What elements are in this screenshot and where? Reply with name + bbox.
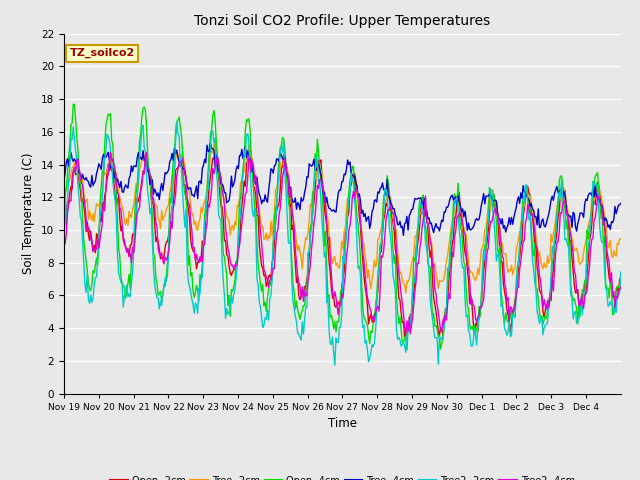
Tree -4cm	[373, 199, 381, 205]
Tree2 -2cm	[401, 343, 408, 349]
Open -4cm	[60, 231, 68, 237]
Tree2 -4cm	[568, 242, 576, 248]
Tree2 -2cm	[173, 119, 180, 125]
Legend: Open -2cm, Tree -2cm, Open -4cm, Tree -4cm, Tree2 -2cm, Tree2 -4cm: Open -2cm, Tree -2cm, Open -4cm, Tree -4…	[106, 472, 579, 480]
Tree2 -2cm	[296, 334, 304, 340]
Tree2 -4cm	[472, 315, 479, 321]
Tree -2cm	[373, 262, 381, 267]
Open -2cm	[399, 319, 407, 325]
Open -2cm	[617, 275, 625, 281]
Tree -4cm	[568, 225, 576, 230]
Tree -4cm	[60, 177, 68, 183]
Open -4cm	[373, 293, 381, 299]
Tree2 -2cm	[472, 332, 479, 337]
Title: Tonzi Soil CO2 Profile: Upper Temperatures: Tonzi Soil CO2 Profile: Upper Temperatur…	[195, 14, 490, 28]
Tree2 -4cm	[234, 250, 242, 255]
Tree -2cm	[296, 249, 304, 254]
Tree2 -2cm	[331, 362, 339, 368]
Tree2 -2cm	[234, 240, 242, 246]
Tree2 -4cm	[617, 285, 625, 290]
Tree2 -4cm	[60, 234, 68, 240]
Open -2cm	[373, 295, 381, 301]
Tree -2cm	[617, 237, 625, 242]
Tree -4cm	[234, 166, 242, 171]
Tree -4cm	[472, 217, 479, 223]
Open -4cm	[403, 347, 411, 353]
Tree -4cm	[401, 221, 408, 227]
Tree2 -2cm	[60, 234, 68, 240]
Open -4cm	[617, 270, 625, 276]
Tree -2cm	[399, 280, 407, 286]
Text: TZ_soilco2: TZ_soilco2	[70, 48, 135, 58]
Tree -2cm	[60, 192, 68, 198]
Tree2 -4cm	[143, 150, 150, 156]
Tree -4cm	[399, 232, 407, 238]
Open -2cm	[245, 150, 253, 156]
Tree2 -4cm	[373, 305, 381, 311]
Open -4cm	[568, 293, 576, 299]
Tree -2cm	[402, 290, 410, 296]
Tree2 -2cm	[568, 295, 576, 300]
Tree2 -4cm	[399, 310, 407, 316]
Line: Tree -4cm: Tree -4cm	[64, 144, 621, 235]
Open -4cm	[234, 229, 242, 235]
Open -4cm	[296, 316, 304, 322]
Tree2 -2cm	[617, 269, 625, 275]
Open -4cm	[472, 330, 479, 336]
Y-axis label: Soil Temperature (C): Soil Temperature (C)	[22, 153, 35, 275]
Open -2cm	[401, 334, 408, 340]
Tree -2cm	[234, 204, 242, 209]
Line: Tree -2cm: Tree -2cm	[64, 142, 621, 293]
X-axis label: Time: Time	[328, 417, 357, 430]
Line: Open -2cm: Open -2cm	[64, 153, 621, 337]
Open -2cm	[472, 322, 479, 327]
Line: Open -4cm: Open -4cm	[64, 104, 621, 350]
Open -2cm	[60, 214, 68, 220]
Line: Tree2 -2cm: Tree2 -2cm	[64, 122, 621, 365]
Tree -2cm	[210, 139, 218, 145]
Tree -4cm	[296, 207, 304, 213]
Tree -2cm	[472, 278, 479, 284]
Tree2 -4cm	[296, 283, 304, 288]
Open -4cm	[70, 101, 77, 107]
Tree2 -4cm	[406, 331, 414, 336]
Open -2cm	[568, 255, 576, 261]
Open -4cm	[399, 339, 407, 345]
Line: Tree2 -4cm: Tree2 -4cm	[64, 153, 621, 334]
Tree -4cm	[207, 141, 214, 146]
Tree -2cm	[568, 236, 576, 241]
Open -2cm	[234, 259, 241, 264]
Open -2cm	[296, 297, 304, 302]
Tree -4cm	[617, 201, 625, 206]
Tree2 -2cm	[374, 274, 381, 279]
